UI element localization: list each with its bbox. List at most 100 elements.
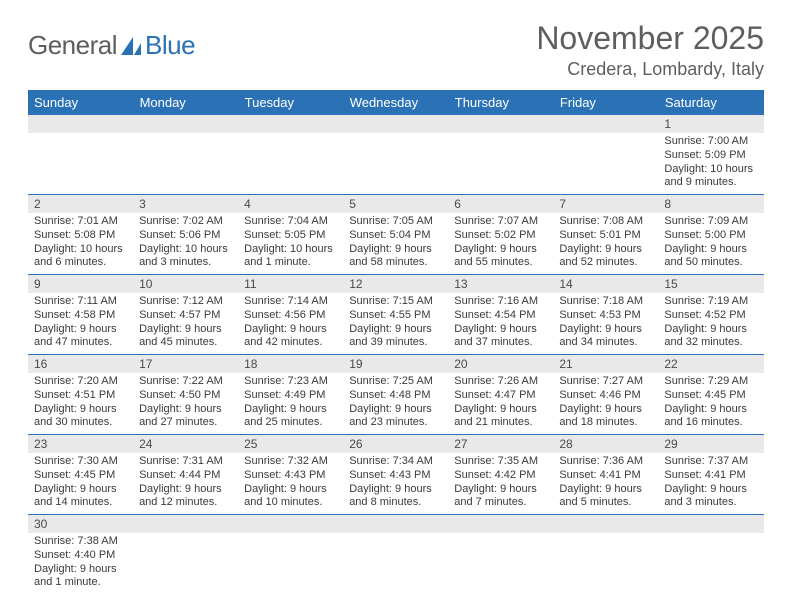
daynum-row: 23242526272829: [28, 435, 764, 454]
logo-text-general: General: [28, 30, 117, 61]
day-number: [343, 115, 448, 133]
day-info: Sunrise: 7:14 AMSunset: 4:56 PMDaylight:…: [238, 293, 343, 355]
calendar-table: Sunday Monday Tuesday Wednesday Thursday…: [28, 90, 764, 594]
day-number: [133, 115, 238, 133]
day-number: 7: [553, 195, 658, 214]
day-info: Sunrise: 7:29 AMSunset: 4:45 PMDaylight:…: [658, 373, 763, 435]
logo: General Blue: [28, 30, 195, 61]
daynum-row: 9101112131415: [28, 275, 764, 294]
day-number: 2: [28, 195, 133, 214]
day-info: Sunrise: 7:25 AMSunset: 4:48 PMDaylight:…: [343, 373, 448, 435]
day-number: 23: [28, 435, 133, 454]
day-info: [553, 133, 658, 195]
day-info: Sunrise: 7:36 AMSunset: 4:41 PMDaylight:…: [553, 453, 658, 515]
day-info: [343, 133, 448, 195]
day-number: 10: [133, 275, 238, 294]
day-info: Sunrise: 7:01 AMSunset: 5:08 PMDaylight:…: [28, 213, 133, 275]
day-info: Sunrise: 7:00 AMSunset: 5:09 PMDaylight:…: [658, 133, 763, 195]
day-number: 27: [448, 435, 553, 454]
weekday-header: Monday: [133, 90, 238, 115]
day-number: 9: [28, 275, 133, 294]
logo-sail-icon: [119, 35, 143, 57]
day-info: Sunrise: 7:23 AMSunset: 4:49 PMDaylight:…: [238, 373, 343, 435]
day-number: 16: [28, 355, 133, 374]
day-info: [133, 133, 238, 195]
day-info: Sunrise: 7:38 AMSunset: 4:40 PMDaylight:…: [28, 533, 133, 594]
day-info: Sunrise: 7:11 AMSunset: 4:58 PMDaylight:…: [28, 293, 133, 355]
header: General Blue November 2025 Credera, Lomb…: [28, 20, 764, 80]
weekday-header: Saturday: [658, 90, 763, 115]
day-info: [133, 533, 238, 594]
day-info: Sunrise: 7:12 AMSunset: 4:57 PMDaylight:…: [133, 293, 238, 355]
day-number: [133, 515, 238, 534]
daynum-row: 1: [28, 115, 764, 133]
weekday-header: Wednesday: [343, 90, 448, 115]
day-info: Sunrise: 7:35 AMSunset: 4:42 PMDaylight:…: [448, 453, 553, 515]
title-block: November 2025 Credera, Lombardy, Italy: [536, 20, 764, 80]
day-info-row: Sunrise: 7:20 AMSunset: 4:51 PMDaylight:…: [28, 373, 764, 435]
day-number: 13: [448, 275, 553, 294]
day-info-row: Sunrise: 7:38 AMSunset: 4:40 PMDaylight:…: [28, 533, 764, 594]
calendar-page: General Blue November 2025 Credera, Lomb…: [0, 0, 792, 594]
day-number: 30: [28, 515, 133, 534]
day-info-row: Sunrise: 7:30 AMSunset: 4:45 PMDaylight:…: [28, 453, 764, 515]
daynum-row: 2345678: [28, 195, 764, 214]
day-number: 14: [553, 275, 658, 294]
day-info: Sunrise: 7:26 AMSunset: 4:47 PMDaylight:…: [448, 373, 553, 435]
day-number: [448, 515, 553, 534]
day-info: Sunrise: 7:37 AMSunset: 4:41 PMDaylight:…: [658, 453, 763, 515]
day-info-row: Sunrise: 7:01 AMSunset: 5:08 PMDaylight:…: [28, 213, 764, 275]
logo-text-blue: Blue: [145, 30, 195, 61]
weekday-header: Sunday: [28, 90, 133, 115]
day-number: [553, 115, 658, 133]
day-info: Sunrise: 7:04 AMSunset: 5:05 PMDaylight:…: [238, 213, 343, 275]
day-number: [28, 115, 133, 133]
day-info: [553, 533, 658, 594]
day-number: 3: [133, 195, 238, 214]
day-info: [658, 533, 763, 594]
day-info: Sunrise: 7:22 AMSunset: 4:50 PMDaylight:…: [133, 373, 238, 435]
day-info: Sunrise: 7:34 AMSunset: 4:43 PMDaylight:…: [343, 453, 448, 515]
weekday-header: Thursday: [448, 90, 553, 115]
day-number: 29: [658, 435, 763, 454]
day-info: [448, 133, 553, 195]
day-info: Sunrise: 7:15 AMSunset: 4:55 PMDaylight:…: [343, 293, 448, 355]
daynum-row: 30: [28, 515, 764, 534]
day-number: [553, 515, 658, 534]
day-info: [448, 533, 553, 594]
daynum-row: 16171819202122: [28, 355, 764, 374]
day-info: [238, 533, 343, 594]
day-info: Sunrise: 7:09 AMSunset: 5:00 PMDaylight:…: [658, 213, 763, 275]
month-title: November 2025: [536, 20, 764, 57]
day-number: 5: [343, 195, 448, 214]
day-number: 12: [343, 275, 448, 294]
day-number: 24: [133, 435, 238, 454]
day-number: 18: [238, 355, 343, 374]
day-info: Sunrise: 7:16 AMSunset: 4:54 PMDaylight:…: [448, 293, 553, 355]
day-info: Sunrise: 7:31 AMSunset: 4:44 PMDaylight:…: [133, 453, 238, 515]
day-number: 17: [133, 355, 238, 374]
day-number: 11: [238, 275, 343, 294]
day-info: Sunrise: 7:08 AMSunset: 5:01 PMDaylight:…: [553, 213, 658, 275]
day-number: 20: [448, 355, 553, 374]
day-number: 22: [658, 355, 763, 374]
day-info: Sunrise: 7:19 AMSunset: 4:52 PMDaylight:…: [658, 293, 763, 355]
day-info-row: Sunrise: 7:11 AMSunset: 4:58 PMDaylight:…: [28, 293, 764, 355]
day-number: 19: [343, 355, 448, 374]
day-number: 28: [553, 435, 658, 454]
day-info: Sunrise: 7:27 AMSunset: 4:46 PMDaylight:…: [553, 373, 658, 435]
day-info: Sunrise: 7:32 AMSunset: 4:43 PMDaylight:…: [238, 453, 343, 515]
day-number: 8: [658, 195, 763, 214]
day-info: [343, 533, 448, 594]
weekday-header: Friday: [553, 90, 658, 115]
day-number: 6: [448, 195, 553, 214]
day-info: Sunrise: 7:18 AMSunset: 4:53 PMDaylight:…: [553, 293, 658, 355]
day-number: [343, 515, 448, 534]
day-info: Sunrise: 7:05 AMSunset: 5:04 PMDaylight:…: [343, 213, 448, 275]
calendar-body: 1Sunrise: 7:00 AMSunset: 5:09 PMDaylight…: [28, 115, 764, 594]
day-info: [238, 133, 343, 195]
day-info: [28, 133, 133, 195]
day-info-row: Sunrise: 7:00 AMSunset: 5:09 PMDaylight:…: [28, 133, 764, 195]
day-number: 26: [343, 435, 448, 454]
day-info: Sunrise: 7:20 AMSunset: 4:51 PMDaylight:…: [28, 373, 133, 435]
